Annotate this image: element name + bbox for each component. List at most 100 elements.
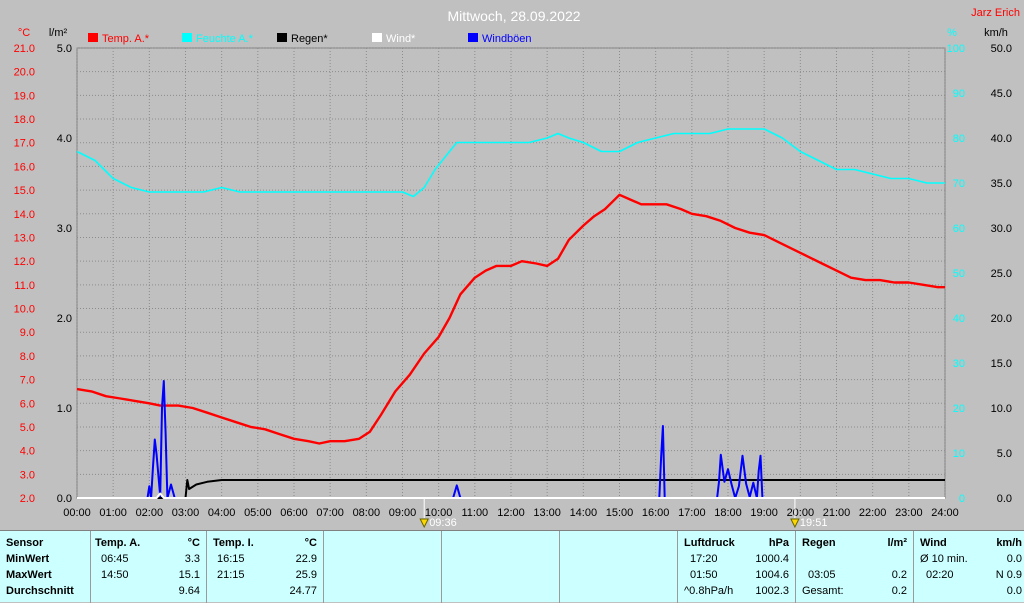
temp-tick-label: 9.0 xyxy=(20,327,35,339)
wind-tick-label: 5.0 xyxy=(997,448,1012,460)
pressure-min-time: 17:20 xyxy=(690,553,718,565)
temp-tick-label: 17.0 xyxy=(14,138,35,150)
sunset-label: 19:51 xyxy=(800,517,828,529)
x-tick-label: 06:00 xyxy=(280,507,308,519)
rain-tick-label: 3.0 xyxy=(57,223,72,235)
sunrise-icon xyxy=(419,518,430,529)
temp-a-unit: °C xyxy=(187,537,200,549)
durchschnitt-label: Durchschnitt xyxy=(6,585,74,597)
legend-swatch xyxy=(468,33,478,42)
wind-avg-value: 0.0 xyxy=(1006,553,1022,565)
weather-chart: 2.0 3.0 4.0 5.0 6.0 7.0 8.0 9.0 10.0 11.0 12.0 13.0… xyxy=(14,7,1020,529)
sensor-header: Sensor xyxy=(6,537,44,549)
series-line-0 xyxy=(76,193,945,445)
x-tick-label: 11:00 xyxy=(461,507,488,519)
x-tick-label: 10:00 xyxy=(425,507,453,519)
chart-svg: 2.0 3.0 4.0 5.0 6.0 7.0 8.0 9.0 10.0 11.0 12.0 13.0… xyxy=(14,7,1020,529)
rain-tick-label: 5.0 xyxy=(57,43,72,55)
wind-day-avg-value: 0.0 xyxy=(1006,585,1022,597)
wind-max-value: N 0.9 xyxy=(995,569,1022,581)
x-tick-label: 14:00 xyxy=(570,507,598,519)
chart-title: Mittwoch, 28.09.2022 xyxy=(447,8,580,24)
temp-i-header: Temp. I. xyxy=(213,537,254,549)
temp-i-max-value: 25.9 xyxy=(295,569,317,581)
wind-tick-label: 45.0 xyxy=(991,88,1012,100)
x-tick-label: 15:00 xyxy=(606,507,634,519)
sunset-icon xyxy=(790,518,800,529)
temp-tick-label: 2.0 xyxy=(20,493,35,505)
wind-tick-label: 40.0 xyxy=(991,133,1012,145)
wind-header: Wind xyxy=(920,537,947,549)
legend-swatch xyxy=(88,33,98,42)
x-tick-label: 18:00 xyxy=(714,507,742,519)
legend-label: Wind* xyxy=(386,33,416,45)
temp-tick-label: 16.0 xyxy=(14,161,35,173)
temp-tick-label: 20.0 xyxy=(14,67,35,79)
x-tick-label: 03:00 xyxy=(172,507,200,519)
x-tick-label: 22:00 xyxy=(859,507,887,519)
hum-tick-label: 50 xyxy=(953,268,965,280)
rain-unit-label: l/m² xyxy=(49,27,68,39)
pressure-max-value: 1004.6 xyxy=(755,569,789,581)
temp-a-min-time: 06:45 xyxy=(101,553,129,565)
rain-tick-label: 0.0 xyxy=(57,493,72,505)
pressure-header: Luftdruck xyxy=(684,537,735,549)
sensor-column: Sensor MinWert MaxWert Durchschnitt xyxy=(0,531,90,603)
rain-total-label: Gesamt: xyxy=(802,585,844,597)
x-tick-label: 05:00 xyxy=(244,507,272,519)
pressure-avg-value: 1002.3 xyxy=(755,585,789,597)
hum-tick-label: 40 xyxy=(953,313,965,325)
x-tick-label: 13:00 xyxy=(533,507,561,519)
hum-tick-label: 0 xyxy=(959,493,965,505)
temp-tick-label: 11.0 xyxy=(14,280,35,292)
hum-tick-label: 20 xyxy=(953,403,965,415)
hum-tick-label: 30 xyxy=(953,358,965,370)
wind-avg-label: Ø 10 min. xyxy=(920,553,968,565)
sunrise-label: 09:36 xyxy=(429,517,457,529)
x-tick-label: 07:00 xyxy=(316,507,344,519)
wind-tick-label: 25.0 xyxy=(991,268,1012,280)
x-tick-label: 20:00 xyxy=(787,507,815,519)
temp-tick-label: 21.0 xyxy=(14,43,35,55)
legend-swatch xyxy=(182,33,192,42)
rain-header: Regen xyxy=(802,537,836,549)
temp-a-max-value: 15.1 xyxy=(178,569,200,581)
rain-max-time: 03:05 xyxy=(808,569,836,581)
x-tick-label: 21:00 xyxy=(823,507,851,519)
x-tick-label: 23:00 xyxy=(895,507,923,519)
rain-tick-label: 1.0 xyxy=(57,403,72,415)
x-tick-label: 09:00 xyxy=(389,507,417,519)
legend-swatch xyxy=(277,33,287,42)
temp-tick-label: 4.0 xyxy=(20,446,35,458)
temp-tick-label: 7.0 xyxy=(20,375,35,387)
temp-i-avg-value: 24.77 xyxy=(289,585,317,597)
hum-tick-label: 90 xyxy=(953,88,965,100)
temp-tick-label: 15.0 xyxy=(14,185,35,197)
temp-tick-label: 12.0 xyxy=(14,256,35,268)
x-tick-label: 12:00 xyxy=(497,507,525,519)
wind-tick-label: 35.0 xyxy=(991,178,1012,190)
summary-table: Sensor MinWert MaxWert Durchschnitt Temp… xyxy=(0,530,1024,603)
temp-a-max-time: 14:50 xyxy=(101,569,129,581)
rain-tick-label: 4.0 xyxy=(57,133,72,145)
x-tick-label: 01:00 xyxy=(99,507,127,519)
humidity-unit-label: % xyxy=(947,27,957,39)
pressure-min-value: 1000.4 xyxy=(755,553,789,565)
temp-tick-label: 5.0 xyxy=(20,422,35,434)
temp-i-unit: °C xyxy=(304,537,317,549)
rain-total-value: 0.2 xyxy=(891,585,907,597)
x-tick-label: 02:00 xyxy=(136,507,164,519)
legend-label: Temp. A.* xyxy=(102,33,150,45)
rain-max-value: 0.2 xyxy=(891,569,907,581)
wind-tick-label: 0.0 xyxy=(997,493,1012,505)
rain-column: Regen l/m² 03:05 0.2 Gesamt: 0.2 xyxy=(796,531,913,603)
temp-a-header: Temp. A. xyxy=(95,537,141,549)
legend-swatch xyxy=(372,33,382,42)
x-tick-label: 00:00 xyxy=(63,507,91,519)
x-tick-label: 17:00 xyxy=(678,507,706,519)
minwert-label: MinWert xyxy=(6,553,50,565)
rain-unit: l/m² xyxy=(887,537,907,549)
wind-column: Wind km/h Ø 10 min. 0.0 02:20 N 0.9 0.0 xyxy=(914,531,1024,603)
series-line-3 xyxy=(77,380,764,499)
temp-a-column: Temp. A. °C 06:45 3.3 14:50 15.1 9.64 xyxy=(91,531,206,603)
